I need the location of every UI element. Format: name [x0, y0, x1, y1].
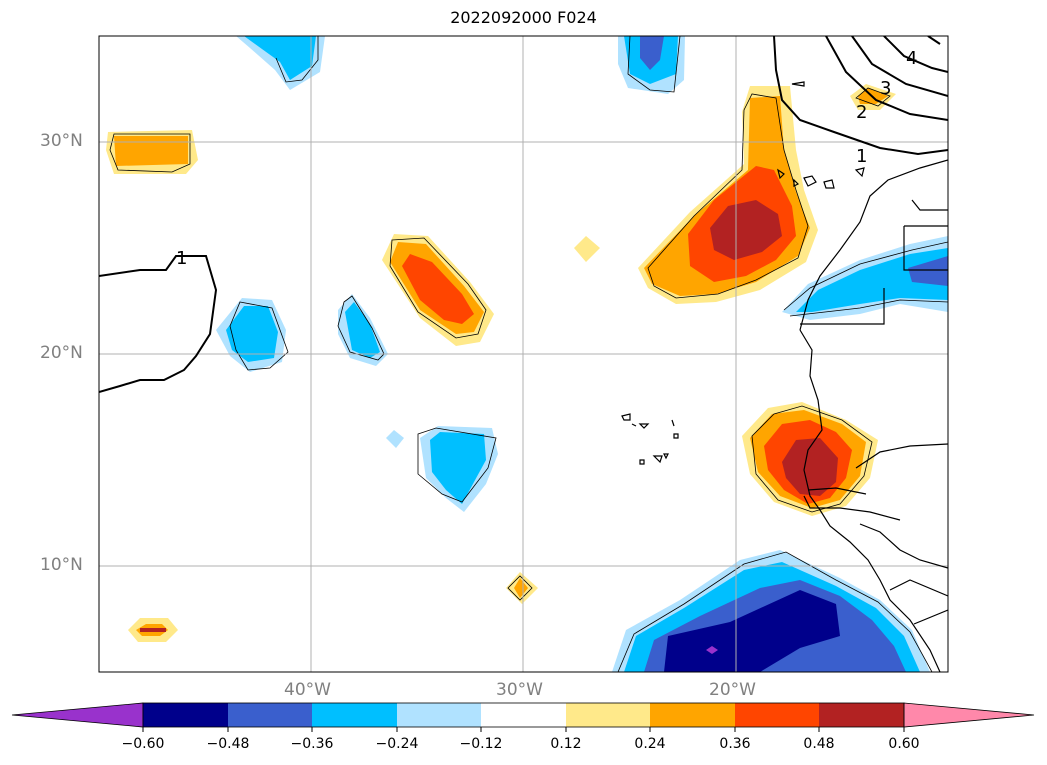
gridlines [99, 36, 948, 672]
anomaly-outlines [109, 36, 948, 672]
contour-label: 1 [176, 248, 187, 269]
negative-anomaly [640, 36, 664, 70]
contour-label: 4 [906, 48, 917, 69]
colorbar-extend-low [11, 702, 144, 728]
colorbar-segment [481, 703, 566, 727]
cape-verde-islands [621, 413, 679, 465]
negative-anomaly [664, 590, 840, 672]
lon-label-30w: 30°W [496, 680, 543, 700]
colorbar-segment [312, 703, 397, 727]
colorbar-tick: 0.60 [888, 736, 920, 752]
colorbar-tick: −0.60 [121, 736, 165, 752]
colorbar-frame [142, 702, 905, 728]
negative-anomaly [386, 430, 404, 448]
negative-anomaly [796, 248, 948, 312]
colorbar-tick: −0.36 [290, 736, 334, 752]
contour-label: 3 [880, 78, 891, 99]
colorbar-segment [397, 703, 481, 727]
colorbar-segment [735, 703, 819, 727]
contour-label: 1 [856, 146, 867, 167]
lat-label-30n: 30°N [40, 131, 83, 151]
contour-lines [99, 36, 948, 393]
colorbar-tick: 0.24 [634, 736, 666, 752]
colorbar-tick: 0.36 [719, 736, 751, 752]
colorbar-segment [143, 703, 228, 727]
colorbar-segment [228, 703, 312, 727]
colorbar-tick: −0.24 [375, 736, 419, 752]
negative-anomaly [706, 646, 718, 654]
lon-label-20w: 20°W [709, 680, 756, 700]
colorbar-segment [566, 703, 650, 727]
coastlines [777, 81, 948, 672]
positive-anomaly [782, 438, 838, 496]
colorbar [11, 702, 1035, 732]
negative-anomaly [226, 306, 278, 362]
negative-anomaly [345, 302, 380, 358]
negative-anomaly [908, 256, 948, 286]
colorbar-tick: −0.48 [206, 736, 250, 752]
lon-label-40w: 40°W [284, 680, 331, 700]
colorbar-segment [650, 703, 735, 727]
positive-anomaly [710, 200, 782, 260]
positive-anomaly [514, 578, 528, 598]
colorbar-tick: 0.48 [803, 736, 835, 752]
lat-label-10n: 10°N [40, 555, 83, 575]
positive-anomaly [114, 136, 188, 166]
negative-anomaly [430, 432, 486, 504]
map-frame [98, 35, 949, 673]
colorbar-tick: −0.12 [459, 736, 503, 752]
colorbar-extend-high [903, 702, 1035, 728]
colorbar-segment [819, 703, 904, 727]
negative-anomaly [244, 36, 316, 80]
contour-labels: 1 1 2 3 4 [176, 48, 917, 269]
colorbar-tick: 0.12 [550, 736, 582, 752]
positive-anomaly [402, 254, 474, 324]
positive-anomaly [574, 236, 600, 262]
lat-label-20n: 20°N [40, 343, 83, 363]
contour-label: 2 [856, 102, 867, 123]
map-title: 2022092000 F024 [450, 8, 597, 27]
